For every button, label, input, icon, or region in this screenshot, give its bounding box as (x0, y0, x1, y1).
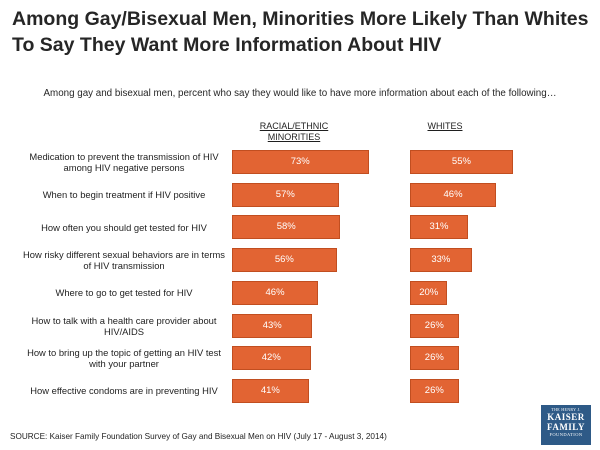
bar-whites (410, 150, 513, 174)
bar-whites (410, 248, 472, 273)
bar-whites (410, 378, 459, 403)
series-header-whites: WHITES (427, 121, 463, 131)
category-label: How to bring up the topic of getting an … (27, 347, 221, 370)
kff-logo: THE HENRY J. KAISER FAMILY FOUNDATION (541, 405, 591, 445)
bar-minorities (232, 313, 313, 338)
data-label-minorities: 58% (276, 221, 296, 233)
category-label: How risky different sexual behaviors are… (23, 249, 225, 272)
category-label: Where to go to get tested for HIV (55, 287, 193, 299)
category-label: How often you should get tested for HIV (41, 221, 207, 233)
bar-whites (410, 346, 459, 371)
bar-minorities (232, 215, 341, 240)
logo-line-4: FOUNDATION (549, 432, 583, 437)
bar-whites (410, 182, 497, 207)
bar-minorities (232, 182, 339, 207)
bar-whites (410, 280, 448, 305)
data-label-minorities: 56% (274, 254, 294, 266)
data-label-whites: 31% (429, 221, 449, 233)
bar-minorities (232, 150, 369, 174)
bar-whites (410, 313, 459, 338)
data-label-whites: 26% (424, 319, 444, 331)
data-label-whites: 33% (431, 254, 451, 266)
data-label-whites: 46% (443, 188, 463, 200)
logo-line-1: THE HENRY J. (551, 407, 581, 412)
data-label-minorities: 43% (262, 319, 282, 331)
data-label-whites: 20% (419, 286, 439, 298)
category-label: Medication to prevent the transmission o… (29, 151, 219, 173)
data-label-whites: 55% (451, 156, 471, 167)
category-label: How to talk with a health care provider … (31, 314, 217, 337)
logo-line-3: FAMILY (546, 422, 585, 432)
category-label: When to begin treatment if HIV positive (42, 189, 206, 201)
bar-minorities (232, 248, 337, 273)
bar-minorities (232, 280, 319, 305)
category-label: How effective condoms are in preventing … (30, 385, 218, 397)
data-label-whites: 26% (424, 384, 444, 396)
data-label-minorities: 41% (260, 384, 280, 396)
data-label-minorities: 46% (265, 286, 285, 298)
bar-minorities (232, 346, 311, 371)
data-label-minorities: 42% (261, 352, 281, 364)
bar-whites (410, 215, 468, 240)
bar-minorities (232, 378, 309, 403)
chart-title: Among Gay/Bisexual Men, Minorities More … (12, 8, 589, 56)
source-note: SOURCE: Kaiser Family Foundation Survey … (10, 432, 387, 441)
series-header-minorities: RACIAL/ETHNIC MINORITIES (259, 121, 329, 142)
data-label-minorities: 73% (290, 156, 310, 167)
chart-subtitle: Among gay and bisexual men, percent who … (43, 88, 557, 99)
logo-line-2: KAISER (547, 412, 585, 422)
data-label-minorities: 57% (275, 188, 295, 200)
data-label-whites: 26% (424, 352, 444, 364)
